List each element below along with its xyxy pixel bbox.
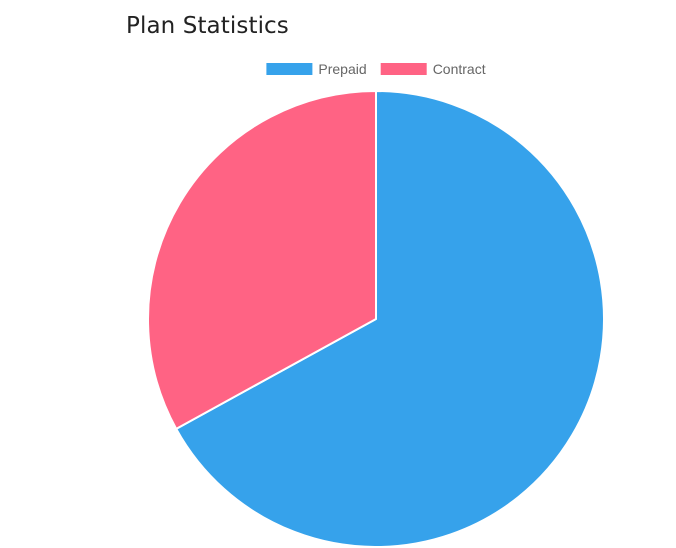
chart-legend: Prepaid Contract (266, 61, 486, 77)
pie-slice-contract[interactable] (147, 90, 377, 430)
legend-swatch-prepaid[interactable] (266, 63, 313, 75)
pie-slices (147, 90, 605, 548)
legend-swatch-contract[interactable] (380, 63, 427, 75)
pie-slice-prepaid[interactable] (175, 90, 605, 548)
legend-label-contract[interactable]: Contract (433, 61, 486, 77)
legend-label-prepaid[interactable]: Prepaid (318, 61, 366, 77)
page-title: Plan Statistics (126, 13, 289, 39)
